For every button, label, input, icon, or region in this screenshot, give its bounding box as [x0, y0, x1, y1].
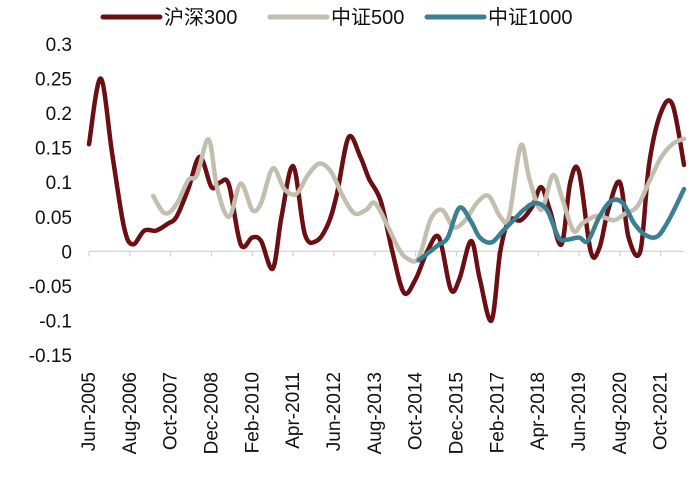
legend-label: 沪深300: [164, 6, 237, 29]
x-tick-label: Oct-2007: [161, 372, 182, 450]
y-tick-label: 0.3: [46, 35, 72, 56]
y-tick-label: 0.1: [46, 173, 72, 194]
x-tick-label: Jun-2005: [79, 372, 100, 451]
plot-area: [86, 76, 687, 323]
y-tick-label: -0.05: [29, 277, 72, 298]
legend-item: 中证1000: [424, 6, 573, 29]
y-tick-label: 0.15: [35, 139, 72, 160]
series-line-3: [416, 186, 687, 263]
y-tick-label: 0.25: [35, 70, 72, 91]
x-tick-label: Feb-2010: [242, 372, 263, 453]
y-tick-label: -0.15: [29, 346, 72, 367]
legend-label: 中证1000: [488, 6, 573, 29]
x-tick-label: Dec-2015: [447, 372, 468, 454]
x-tick-label: Aug-2006: [120, 372, 141, 454]
y-tick-label: -0.1: [39, 311, 72, 332]
x-tick-label: Dec-2008: [202, 372, 223, 454]
x-tick-label: Aug-2013: [365, 372, 386, 454]
y-tick-label: 0.05: [35, 208, 72, 229]
legend-label: 中证500: [331, 6, 404, 29]
x-axis: Jun-2005 Aug-2006 Oct-2007 Dec-2008 Feb-2010…: [79, 250, 684, 454]
y-axis: 0.3 0.25 0.2 0.15 0.1 0.05 0 -0.05 -0.1 -0.15: [29, 35, 72, 367]
y-tick-label: 0: [61, 242, 72, 263]
x-tick-label: Apr-2011: [283, 372, 304, 449]
legend: 沪深300 中证500 中证1000: [100, 6, 573, 29]
x-tick-label: Oct-2014: [406, 372, 427, 451]
x-tick-label: Feb-2017: [487, 372, 508, 453]
y-tick-label: 0.2: [46, 104, 72, 125]
legend-item: 沪深300: [100, 6, 237, 29]
x-tick-label: Jun-2012: [324, 372, 345, 451]
x-tick-label: Jun-2019: [569, 372, 590, 451]
x-tick-label: Apr-2018: [528, 372, 549, 450]
x-tick-label: Oct-2021: [651, 372, 672, 450]
series-line-2: [150, 136, 687, 264]
x-tick-label: Aug-2020: [610, 372, 631, 454]
legend-item: 中证500: [267, 6, 404, 29]
